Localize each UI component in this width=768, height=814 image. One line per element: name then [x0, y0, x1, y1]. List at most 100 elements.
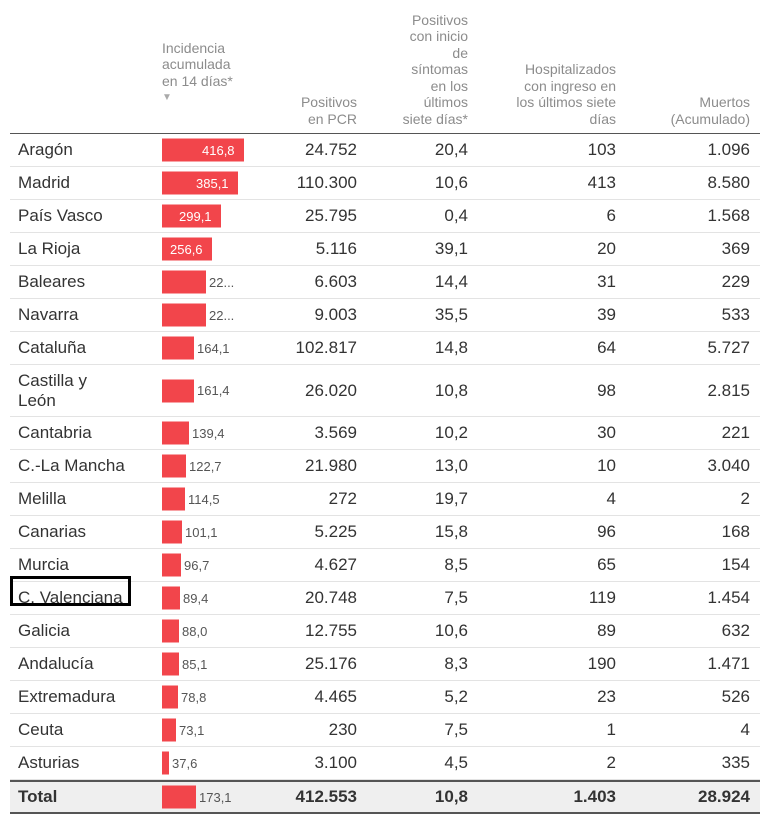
region-name: Andalucía [18, 654, 94, 673]
muertos-value: 28.924 [698, 787, 750, 806]
positivos-pcr-value: 272 [328, 489, 357, 508]
muertos-value: 3.040 [707, 456, 750, 475]
incidencia-value: 164,1 [197, 340, 230, 356]
incidencia-bar [162, 553, 181, 577]
incidencia-bar [162, 454, 186, 478]
total-row: Total 173,1 412.553 10,8 1.403 28.924 [10, 780, 760, 814]
region-name: Canarias [18, 522, 87, 541]
region-name: C. Valenciana [18, 588, 123, 607]
incidencia-value: 161,4 [197, 383, 230, 398]
header-incidencia[interactable]: Incidencia acumulada en 14 días* ▼ [162, 23, 233, 123]
positivos-sintomas-value: 15,8 [434, 522, 468, 541]
positivos-pcr-value: 26.020 [305, 380, 357, 400]
incidencia-bar-cell: 114,5 [162, 487, 292, 511]
incidencia-bar-cell: 37,6 [162, 751, 292, 775]
incidencia-value: 88,0 [182, 623, 208, 639]
positivos-sintomas-value: 13,0 [434, 456, 468, 475]
hospitalizados-value: 4 [606, 489, 616, 508]
region-name: Cataluña [18, 338, 87, 357]
positivos-pcr-value: 24.752 [305, 140, 357, 159]
incidencia-value: 385,1 [196, 175, 229, 191]
hospitalizados-value: 119 [588, 588, 616, 607]
incidencia-bar [162, 270, 206, 294]
positivos-sintomas-value: 8,5 [444, 555, 468, 574]
hospitalizados-value: 30 [597, 423, 616, 442]
table-row: País Vasco 299,1 25.795 0,4 6 1.568 [10, 200, 760, 233]
muertos-value: 2.815 [707, 380, 750, 400]
positivos-pcr-value: 102.817 [295, 338, 357, 357]
positivos-pcr-value: 3.569 [314, 423, 357, 442]
table-row: Andalucía 85,1 25.176 8,3 190 1.471 [10, 648, 760, 681]
incidencia-bar [162, 138, 244, 162]
positivos-sintomas-value: 5,2 [444, 687, 468, 706]
incidencia-value: 73,1 [179, 722, 205, 738]
header-muertos[interactable]: Muertos (Acumulado) [670, 94, 750, 127]
incidencia-bar [162, 237, 212, 261]
region-name: Aragón [18, 140, 73, 159]
incidencia-bar [162, 586, 180, 610]
table-row: Cantabria 139,4 3.569 10,2 30 221 [10, 417, 760, 450]
incidencia-bar-cell: 139,4 [162, 421, 292, 445]
incidencia-value: 78,8 [181, 689, 207, 705]
table-body: Aragón 416,8 24.752 20,4 103 1.096 Madrid 385,1… [10, 134, 760, 780]
table-row: Ceuta 73,1 230 7,5 1 4 [10, 714, 760, 747]
positivos-sintomas-value: 20,4 [434, 140, 468, 159]
incidencia-value: 89,4 [183, 590, 209, 606]
positivos-sintomas-value: 10,8 [434, 380, 468, 400]
muertos-value: 2 [740, 489, 750, 508]
header-positivos-sintomas[interactable]: Positivos con inicio de síntomas en los … [402, 11, 468, 127]
incidencia-bar [162, 685, 178, 709]
hospitalizados-value: 65 [597, 555, 616, 574]
region-name: Madrid [18, 173, 70, 192]
header-hospitalizados[interactable]: Hospitalizados con ingreso en los último… [516, 61, 616, 127]
muertos-value: 229 [721, 272, 750, 291]
positivos-sintomas-value: 10,6 [434, 173, 468, 192]
incidencia-bar [162, 520, 182, 544]
incidencia-value: 139,4 [192, 425, 225, 441]
table-row: Baleares 22... 6.603 14,4 31 229 [10, 266, 760, 299]
muertos-value: 335 [721, 753, 750, 772]
muertos-value: 1.096 [707, 140, 750, 159]
positivos-sintomas-value: 10,2 [434, 423, 468, 442]
hospitalizados-value: 1 [606, 720, 616, 739]
hospitalizados-value: 39 [597, 305, 616, 324]
table-row: Murcia 96,7 4.627 8,5 65 154 [10, 549, 760, 582]
incidencia-value: 299,1 [179, 208, 212, 224]
incidencia-bar [162, 421, 189, 445]
positivos-pcr-value: 25.795 [305, 206, 357, 225]
positivos-sintomas-value: 8,3 [444, 654, 468, 673]
table-row: Melilla 114,5 272 19,7 4 2 [10, 483, 760, 516]
table-row: Asturias 37,6 3.100 4,5 2 335 [10, 747, 760, 780]
hospitalizados-value: 2 [606, 753, 616, 772]
hospitalizados-value: 98 [597, 380, 616, 400]
incidencia-bar [162, 718, 176, 742]
header-positivos-pcr[interactable]: Positivos en PCR [300, 94, 357, 127]
table-row: Madrid 385,1 110.300 10,6 413 8.580 [10, 167, 760, 200]
incidencia-value: 173,1 [199, 789, 232, 805]
muertos-value: 8.580 [707, 173, 750, 192]
incidencia-value: 114,5 [188, 491, 220, 507]
positivos-pcr-value: 3.100 [314, 753, 357, 772]
incidencia-bar-cell: 78,8 [162, 685, 292, 709]
incidencia-bar-cell: 88,0 [162, 619, 292, 643]
muertos-value: 632 [721, 621, 750, 640]
header-incidencia-label: Incidencia acumulada en 14 días* [162, 39, 233, 89]
incidencia-bar-cell: 73,1 [162, 718, 292, 742]
incidencia-bar-cell: 122,7 [162, 454, 292, 478]
incidencia-bar-cell: 173,1 [162, 785, 292, 809]
hospitalizados-value: 190 [587, 654, 616, 673]
incidencia-value: 85,1 [182, 656, 208, 672]
incidencia-bar-cell: 164,1 [162, 336, 292, 360]
incidencia-value: 122,7 [189, 458, 222, 474]
table-row: Navarra 22... 9.003 35,5 39 533 [10, 299, 760, 332]
selection-highlight [10, 576, 131, 606]
sort-arrow-icon[interactable]: ▼ [162, 92, 172, 103]
incidencia-bar-cell: 96,7 [162, 553, 292, 577]
muertos-value: 221 [721, 423, 750, 442]
table-row: Galicia 88,0 12.755 10,6 89 632 [10, 615, 760, 648]
region-name: Extremadura [18, 687, 116, 706]
hospitalizados-value: 89 [597, 621, 616, 640]
muertos-value: 168 [721, 522, 750, 541]
muertos-value: 1.568 [707, 206, 750, 225]
incidencia-bar [162, 336, 194, 360]
